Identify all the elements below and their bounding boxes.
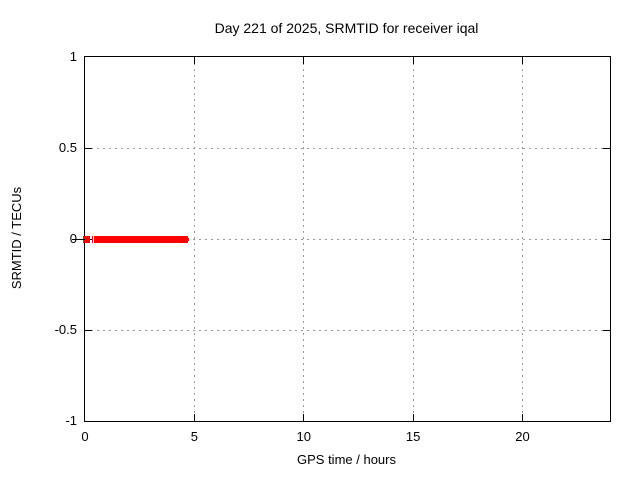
x-tick-top xyxy=(412,57,414,64)
y-tick-label: 1 xyxy=(69,49,77,64)
x-tick-label: 20 xyxy=(515,429,530,444)
x-tick-bottom xyxy=(522,414,523,421)
x-tick-top xyxy=(303,57,305,64)
x-tick-label: 15 xyxy=(405,429,421,444)
x-tick-bottom xyxy=(303,414,305,421)
series-data-run xyxy=(91,235,93,243)
chart-title: Day 221 of 2025, SRMTID for receiver iqa… xyxy=(214,20,479,36)
y-zero-outward-tick xyxy=(72,238,85,240)
y-gridline xyxy=(85,329,610,331)
x-tick-top xyxy=(522,57,523,64)
y-tick-left xyxy=(85,329,92,331)
y-tick-right xyxy=(603,329,610,331)
y-tick-label: 0.5 xyxy=(58,140,77,155)
x-tick-bottom xyxy=(193,414,195,421)
y-gridline xyxy=(85,147,610,149)
x-tick-label: 10 xyxy=(296,429,311,444)
series-data-run xyxy=(83,235,90,243)
x-tick-top xyxy=(193,57,195,64)
y-tick-label: -1 xyxy=(65,413,77,428)
x-tick-bottom xyxy=(412,414,414,421)
y-tick-label: -0.5 xyxy=(54,322,77,337)
y-tick-right xyxy=(603,147,610,149)
y-gridline xyxy=(85,238,610,240)
y-tick-left xyxy=(85,147,92,149)
x-tick-label: 0 xyxy=(81,429,89,444)
y-tick-label: 0 xyxy=(7,231,77,247)
x-axis-label: GPS time / hours xyxy=(297,452,396,467)
x-tick-label: 5 xyxy=(190,429,198,444)
y-tick-right xyxy=(603,238,610,240)
series-data-run xyxy=(94,235,189,243)
